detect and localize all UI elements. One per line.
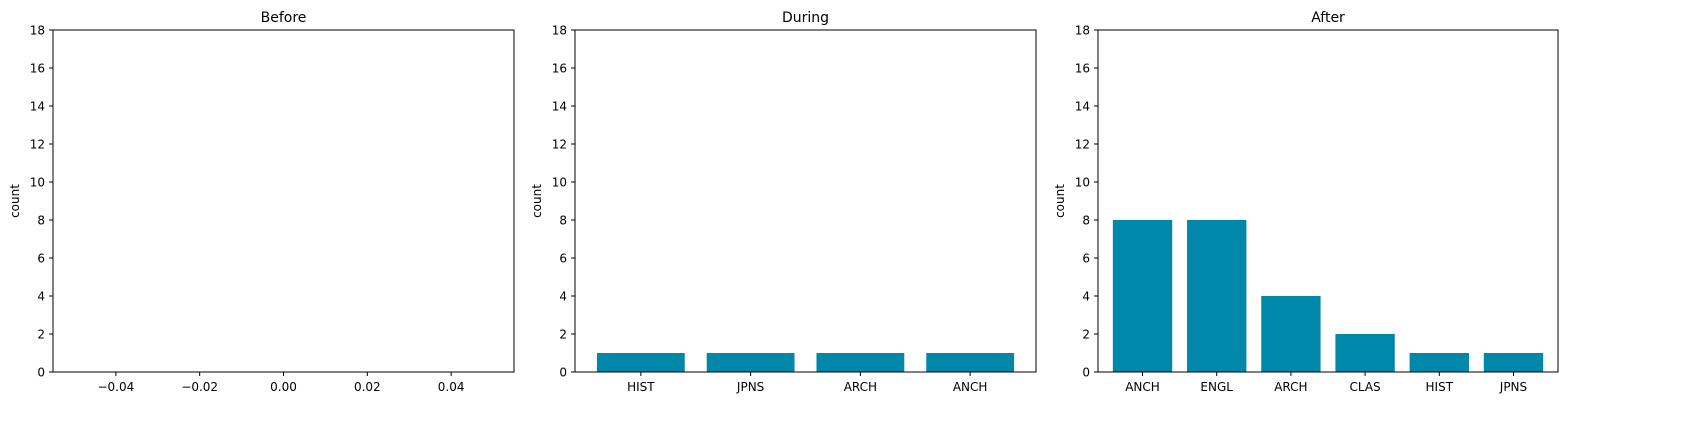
y-tick-label: 0 — [37, 366, 45, 380]
y-tick-label: 8 — [37, 214, 45, 228]
bar-clas — [1335, 334, 1395, 372]
chart-title: After — [1311, 10, 1345, 26]
y-tick-label: 8 — [559, 214, 567, 228]
y-tick-label: 18 — [1075, 24, 1090, 38]
y-tick-label: 18 — [30, 24, 45, 38]
y-tick-label: 2 — [37, 328, 45, 342]
y-axis-label: count — [8, 184, 22, 218]
bar-hist — [596, 353, 685, 372]
y-tick-label: 0 — [1082, 366, 1090, 380]
x-tick-label: ANCH — [1125, 380, 1160, 394]
y-tick-label: 14 — [552, 100, 567, 114]
y-tick-label: 8 — [1082, 214, 1090, 228]
y-tick-label: 2 — [1082, 328, 1090, 342]
chart-title: Before — [261, 10, 307, 26]
bar-jpns — [1483, 353, 1544, 372]
y-tick-label: 16 — [1075, 62, 1090, 76]
x-tick-label: 0.00 — [270, 380, 297, 394]
x-tick-label: JPNS — [736, 380, 764, 394]
y-tick-label: 16 — [552, 62, 567, 76]
y-tick-label: 14 — [30, 100, 45, 114]
y-tick-label: 4 — [37, 290, 45, 304]
x-tick-label: CLAS — [1350, 380, 1381, 394]
bar-arch — [816, 353, 905, 372]
y-tick-label: 12 — [1075, 138, 1090, 152]
bar-arch — [1261, 296, 1321, 372]
y-tick-label: 10 — [30, 176, 45, 190]
x-tick-label: ARCH — [844, 380, 877, 394]
y-tick-label: 6 — [37, 252, 45, 266]
y-tick-label: 10 — [1075, 176, 1090, 190]
x-tick-label: ANCH — [953, 380, 988, 394]
x-tick-label: −0.04 — [97, 380, 134, 394]
y-tick-label: 16 — [30, 62, 45, 76]
bar-anch — [926, 353, 1015, 372]
chart-panel-1: −0.04 −0.02 0.00 0.02 0.04 0 2 4 6 8 10 12 14 16 18 Bef… — [8, 10, 515, 394]
plot-frame — [574, 29, 1037, 373]
y-tick-label: 14 — [1075, 100, 1090, 114]
y-tick-label: 6 — [1082, 252, 1090, 266]
y-axis-label: count — [1053, 184, 1067, 218]
y-tick-label: 0 — [559, 366, 567, 380]
y-tick-label: 18 — [552, 24, 567, 38]
bar-anch — [1112, 220, 1173, 372]
chart-title: During — [782, 10, 829, 26]
x-tick-label: JPNS — [1499, 380, 1527, 394]
y-axis-label: count — [530, 184, 544, 218]
x-tick-label: 0.02 — [354, 380, 381, 394]
bar-jpns — [706, 353, 795, 372]
x-tick-label: HIST — [627, 380, 655, 394]
x-tick-label: ARCH — [1274, 380, 1307, 394]
y-tick-label: 2 — [559, 328, 567, 342]
x-tick-label: ENGL — [1200, 380, 1233, 394]
chart-panel-3: ANCH ENGL ARCH CLAS HIST JPNS 0 2 4 6 8 10 12 14 16 18 A… — [1053, 10, 1559, 394]
y-tick-label: 10 — [552, 176, 567, 190]
y-tick-label: 4 — [559, 290, 567, 304]
chart-panel-2: HIST JPNS ARCH ANCH 0 2 4 6 8 10 12 14 16 18 During cou… — [530, 10, 1037, 394]
y-tick-label: 12 — [30, 138, 45, 152]
x-tick-label: HIST — [1426, 380, 1454, 394]
bar-engl — [1187, 220, 1247, 372]
y-tick-label: 4 — [1082, 290, 1090, 304]
bar-hist — [1409, 353, 1469, 372]
plot-frame — [1097, 29, 1559, 373]
y-tick-label: 6 — [559, 252, 567, 266]
plot-frame — [52, 29, 515, 373]
y-tick-label: 12 — [552, 138, 567, 152]
x-tick-label: −0.02 — [181, 380, 218, 394]
x-tick-label: 0.04 — [438, 380, 465, 394]
